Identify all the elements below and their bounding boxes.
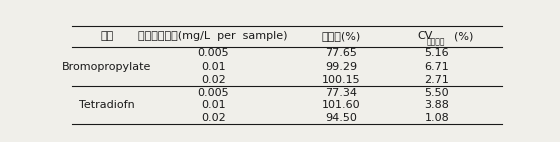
Text: 101.60: 101.60 — [322, 100, 361, 110]
Text: 6.71: 6.71 — [424, 61, 449, 72]
Text: 0.005: 0.005 — [198, 88, 229, 98]
Text: 2.71: 2.71 — [424, 75, 449, 85]
Text: 100.15: 100.15 — [322, 75, 361, 85]
Text: 77.34: 77.34 — [325, 88, 357, 98]
Text: CV: CV — [417, 31, 432, 41]
Text: 0.005: 0.005 — [198, 48, 229, 58]
Text: Tetradiofn: Tetradiofn — [79, 100, 135, 110]
Text: 1.08: 1.08 — [424, 113, 449, 123]
Text: 5.16: 5.16 — [424, 48, 449, 58]
Text: 0.01: 0.01 — [201, 100, 226, 110]
Text: 회수율(%): 회수율(%) — [321, 31, 361, 41]
Text: (%): (%) — [454, 31, 473, 41]
Text: 첨가회수농도(mg/L  per  sample): 첨가회수농도(mg/L per sample) — [138, 31, 288, 41]
Text: 5.50: 5.50 — [424, 88, 449, 98]
Text: 실험실내: 실험실내 — [427, 37, 445, 46]
Text: 77.65: 77.65 — [325, 48, 357, 58]
Text: 0.01: 0.01 — [201, 61, 226, 72]
Text: 항목: 항목 — [100, 31, 114, 41]
Text: 3.88: 3.88 — [424, 100, 449, 110]
Text: 0.02: 0.02 — [201, 75, 226, 85]
Text: 0.02: 0.02 — [201, 113, 226, 123]
Text: Bromopropylate: Bromopropylate — [62, 61, 152, 72]
Text: 94.50: 94.50 — [325, 113, 357, 123]
Text: 99.29: 99.29 — [325, 61, 357, 72]
